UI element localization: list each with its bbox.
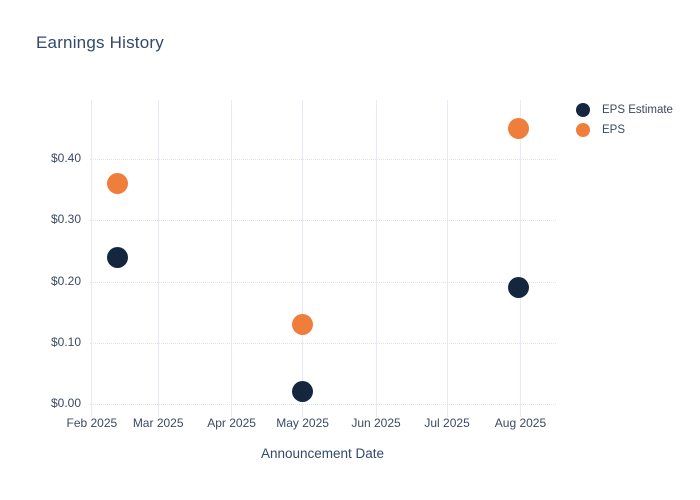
data-point-eps-estimate[interactable] xyxy=(107,246,129,268)
y-gridline xyxy=(89,159,556,161)
x-axis-tick-label: Mar 2025 xyxy=(132,416,184,430)
x-gridline xyxy=(375,100,377,417)
x-axis-title: Announcement Date xyxy=(260,446,385,461)
x-axis-tick-label: Feb 2025 xyxy=(66,416,118,430)
data-point-eps-estimate[interactable] xyxy=(507,277,529,299)
chart-legend: EPS Estimate EPS xyxy=(576,103,673,137)
y-axis-tick-label: $0.30 xyxy=(50,212,81,227)
legend-item-eps[interactable]: EPS xyxy=(576,123,673,137)
x-axis-tick-label: Jul 2025 xyxy=(424,416,470,430)
data-point-eps-estimate[interactable] xyxy=(292,381,314,403)
x-gridline xyxy=(157,100,159,417)
data-point-eps[interactable] xyxy=(292,313,314,335)
y-axis-tick-label: $0.10 xyxy=(50,334,81,349)
y-axis-tick-label: $0.00 xyxy=(50,396,81,410)
y-gridline xyxy=(89,342,556,344)
y-gridline xyxy=(89,404,556,405)
y-axis-tick-label: $0.20 xyxy=(50,273,81,288)
data-point-eps[interactable] xyxy=(107,173,129,195)
legend-item-label: EPS Estimate xyxy=(602,104,673,116)
y-axis-tick-label: $0.40 xyxy=(50,151,81,166)
x-axis-tick-label: Apr 2025 xyxy=(207,416,256,430)
legend-marker-circle-icon xyxy=(576,123,590,137)
y-gridline xyxy=(89,281,556,283)
chart-title: Earnings History xyxy=(36,33,164,52)
x-axis-tick-label: Jun 2025 xyxy=(351,416,401,430)
x-axis-tick-label: May 2025 xyxy=(276,416,329,430)
x-gridline xyxy=(446,100,448,417)
data-point-eps[interactable] xyxy=(507,118,529,140)
x-gridline xyxy=(302,100,304,417)
x-gridline xyxy=(231,100,233,417)
x-axis-tick-label: Aug 2025 xyxy=(494,416,547,430)
x-gridline xyxy=(519,100,521,417)
x-gridline xyxy=(91,100,93,417)
legend-item-label: EPS xyxy=(602,124,626,136)
legend-marker-circle-icon xyxy=(576,103,590,117)
y-gridline xyxy=(89,220,556,222)
legend-item-eps-estimate[interactable]: EPS Estimate xyxy=(576,103,673,117)
